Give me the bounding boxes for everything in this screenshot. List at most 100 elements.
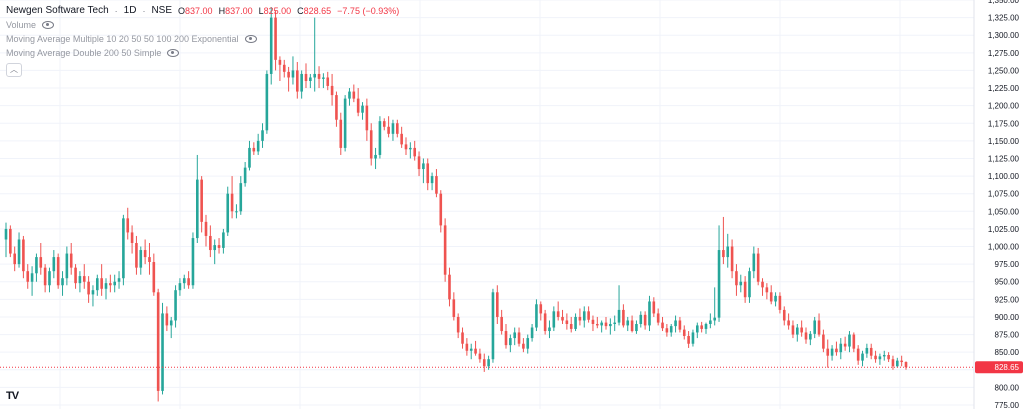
candle-body bbox=[587, 311, 590, 320]
candle-body bbox=[578, 316, 582, 321]
candle-body bbox=[100, 278, 103, 289]
indicator-volume[interactable]: Volume bbox=[6, 18, 399, 32]
candle-body bbox=[596, 324, 599, 326]
candle-body bbox=[35, 257, 38, 274]
candle-body bbox=[478, 353, 482, 360]
eye-icon[interactable] bbox=[244, 35, 257, 43]
symbol-row: Newgen Software Tech · 1D · NSE O837.00 … bbox=[6, 5, 400, 16]
candle-body bbox=[678, 320, 682, 330]
candle-body bbox=[665, 328, 669, 333]
candle-body bbox=[556, 311, 560, 317]
candle-body bbox=[735, 271, 738, 286]
candle-body bbox=[765, 287, 769, 293]
candle-body bbox=[217, 245, 221, 248]
candle-body bbox=[269, 17, 273, 74]
eye-icon[interactable] bbox=[42, 21, 55, 29]
candle-body bbox=[435, 176, 438, 194]
candle-body bbox=[317, 73, 321, 79]
low-value: 825.00 bbox=[263, 6, 292, 16]
candle-body bbox=[48, 271, 51, 286]
y-tick-label: 1,050.00 bbox=[988, 207, 1020, 216]
candle-body bbox=[509, 338, 512, 346]
candle-body bbox=[552, 311, 556, 328]
tradingview-logo[interactable]: TV bbox=[6, 390, 19, 402]
candle-body bbox=[726, 246, 730, 258]
y-tick-label: 1,275.00 bbox=[988, 49, 1020, 58]
candle-body bbox=[496, 292, 499, 317]
candle-body bbox=[9, 228, 12, 254]
candle-body bbox=[848, 334, 851, 347]
candle-body bbox=[778, 295, 782, 310]
candle-body bbox=[13, 253, 16, 265]
y-tick-label: 1,175.00 bbox=[988, 119, 1020, 128]
candle-body bbox=[335, 95, 338, 120]
candle-body bbox=[843, 343, 847, 347]
candle-body bbox=[91, 290, 95, 295]
candle-body bbox=[700, 325, 703, 329]
candle-body bbox=[826, 348, 830, 356]
candle-body bbox=[109, 283, 112, 286]
indicator-ma-multiple[interactable]: Moving Average Multiple 10 20 50 50 100 … bbox=[6, 32, 399, 46]
eye-icon[interactable] bbox=[167, 49, 180, 57]
candle-body bbox=[591, 319, 595, 324]
candle-body bbox=[382, 121, 386, 127]
close-label: C bbox=[297, 6, 304, 16]
candle-body bbox=[791, 325, 795, 335]
y-tick-label: 925.00 bbox=[995, 295, 1020, 304]
candle-body bbox=[222, 232, 225, 248]
candle-body bbox=[235, 211, 238, 213]
chevron-up-icon[interactable]: ︿ bbox=[6, 63, 22, 77]
candle-body bbox=[396, 123, 399, 134]
candle-body bbox=[69, 253, 73, 268]
candle-body bbox=[482, 359, 486, 367]
candle-body bbox=[882, 354, 886, 357]
y-tick-label: 850.00 bbox=[995, 348, 1020, 357]
candle-body bbox=[756, 253, 760, 282]
candle-body bbox=[152, 262, 156, 293]
candle-body bbox=[230, 193, 234, 212]
candle-body bbox=[204, 221, 208, 236]
candle-body bbox=[817, 320, 821, 335]
candle-body bbox=[135, 243, 138, 268]
y-tick-label: 1,000.00 bbox=[988, 243, 1020, 252]
candle-body bbox=[387, 126, 390, 134]
candle-body bbox=[117, 278, 121, 282]
candle-body bbox=[343, 98, 347, 148]
candle-body bbox=[200, 179, 203, 222]
y-tick-label: 1,300.00 bbox=[988, 31, 1020, 40]
candle-body bbox=[17, 239, 21, 265]
high-label: H bbox=[218, 6, 226, 16]
candle-body bbox=[869, 347, 873, 356]
candle-body bbox=[339, 119, 343, 148]
candle-body bbox=[543, 313, 547, 332]
candle-body bbox=[513, 332, 516, 339]
candle-body bbox=[304, 73, 308, 81]
candle-body bbox=[165, 313, 169, 326]
candle-body bbox=[630, 320, 634, 332]
candle-body bbox=[274, 17, 277, 60]
candle-body bbox=[835, 348, 838, 353]
candle-body bbox=[87, 281, 90, 295]
y-tick-label: 1,125.00 bbox=[988, 154, 1020, 163]
open-value: 837.00 bbox=[185, 6, 213, 16]
y-tick-label: 900.00 bbox=[995, 313, 1020, 322]
candle-body bbox=[691, 332, 695, 344]
candle-body bbox=[61, 278, 64, 286]
close-value: 828.65 bbox=[303, 6, 332, 16]
candle-body bbox=[326, 77, 330, 86]
interval[interactable]: 1D bbox=[123, 5, 137, 16]
candle-body bbox=[639, 314, 643, 324]
candle-body bbox=[809, 333, 812, 340]
candle-body bbox=[839, 343, 843, 353]
candle-body bbox=[504, 331, 508, 346]
candle-body bbox=[748, 271, 751, 298]
candle-body bbox=[300, 73, 303, 92]
indicator-label: Moving Average Double 200 50 Simple bbox=[6, 48, 162, 58]
symbol-name[interactable]: Newgen Software Tech bbox=[6, 5, 109, 16]
candle-body bbox=[169, 320, 173, 326]
candle-body bbox=[752, 253, 756, 272]
candle-body bbox=[604, 322, 608, 327]
candle-body bbox=[682, 329, 686, 336]
indicator-ma-double[interactable]: Moving Average Double 200 50 Simple bbox=[6, 46, 399, 60]
